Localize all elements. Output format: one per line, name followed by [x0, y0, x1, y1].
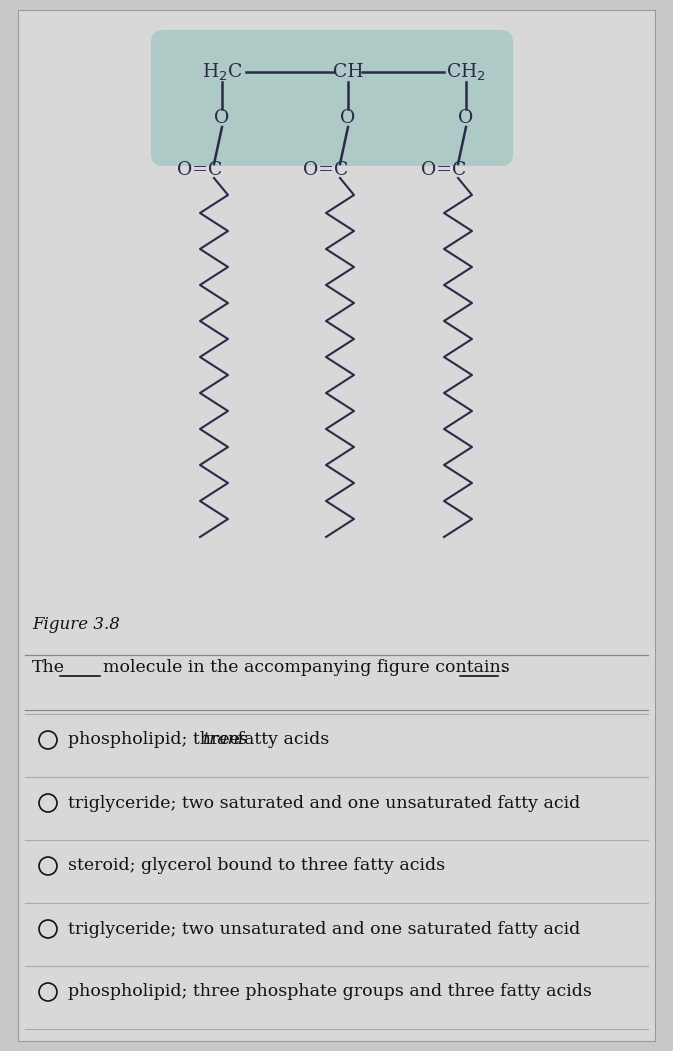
Text: molecule in the accompanying figure contains: molecule in the accompanying figure cont…: [103, 659, 509, 677]
Text: .: .: [500, 659, 505, 677]
Text: phospholipid; three phosphate groups and three fatty acids: phospholipid; three phosphate groups and…: [68, 984, 592, 1001]
Text: CH$_2$: CH$_2$: [446, 61, 486, 83]
Text: phospholipid; three: phospholipid; three: [68, 731, 246, 748]
Text: O: O: [341, 109, 355, 127]
Text: O=C: O=C: [421, 161, 466, 179]
FancyBboxPatch shape: [151, 30, 513, 166]
Text: triglyceride; two saturated and one unsaturated fatty acid: triglyceride; two saturated and one unsa…: [68, 795, 580, 811]
Text: fatty acids: fatty acids: [232, 731, 329, 748]
Text: CH: CH: [332, 63, 363, 81]
Text: steroid; glycerol bound to three fatty acids: steroid; glycerol bound to three fatty a…: [68, 858, 445, 874]
Text: O=C: O=C: [304, 161, 349, 179]
Text: triglyceride; two unsaturated and one saturated fatty acid: triglyceride; two unsaturated and one sa…: [68, 921, 580, 937]
Text: The: The: [32, 659, 65, 677]
Text: trans: trans: [202, 731, 248, 748]
Text: O: O: [458, 109, 474, 127]
Text: O=C: O=C: [177, 161, 223, 179]
Text: H$_2$C: H$_2$C: [202, 61, 242, 83]
Text: Figure 3.8: Figure 3.8: [32, 616, 120, 633]
Text: O: O: [215, 109, 229, 127]
